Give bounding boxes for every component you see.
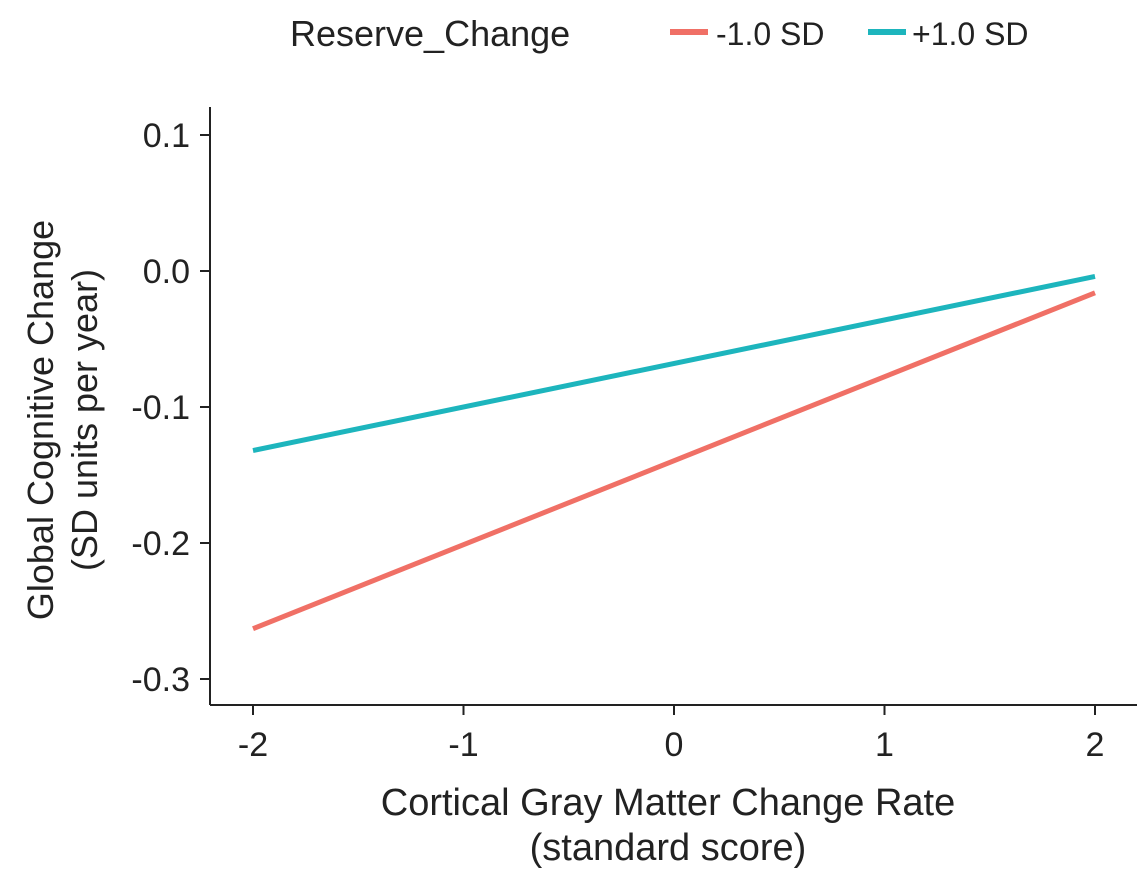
legend: Reserve_Change -1.0 SD +1.0 SD: [290, 13, 1029, 54]
x-tick-label: -2: [238, 726, 268, 764]
y-tick-label: 0.1: [143, 117, 190, 155]
y-tick-label: -0.2: [131, 525, 190, 563]
y-axis-title-line-1: Global Cognitive Change: [20, 220, 61, 620]
x-axis-title: Cortical Gray Matter Change Rate (standa…: [381, 782, 955, 869]
legend-label-plus-1sd: +1.0 SD: [912, 16, 1029, 52]
y-axis-ticks: -0.3 -0.2 -0.1 0.0 0.1: [131, 117, 210, 699]
x-tick-label: 2: [1086, 726, 1105, 764]
y-tick-label: 0.0: [143, 253, 190, 291]
y-axis-title-line-2: (SD units per year): [64, 269, 105, 571]
x-axis-ticks: -2 -1 0 1 2: [238, 705, 1105, 764]
series-line-plus-1sd: [252, 273, 1096, 453]
series-line-minus-1sd: [252, 290, 1096, 632]
x-tick-label: 0: [665, 726, 684, 764]
x-axis-title-line-1: Cortical Gray Matter Change Rate: [381, 782, 955, 824]
x-tick-label: 1: [875, 726, 894, 764]
legend-title: Reserve_Change: [290, 13, 570, 54]
legend-label-minus-1sd: -1.0 SD: [716, 16, 824, 52]
series-layer: [252, 273, 1096, 632]
x-tick-label: -1: [448, 726, 478, 764]
y-tick-label: -0.1: [131, 389, 190, 427]
y-tick-label: -0.3: [131, 661, 190, 699]
y-axis-title: Global Cognitive Change (SD units per ye…: [20, 220, 105, 620]
x-axis-title-line-2: (standard score): [530, 827, 807, 869]
